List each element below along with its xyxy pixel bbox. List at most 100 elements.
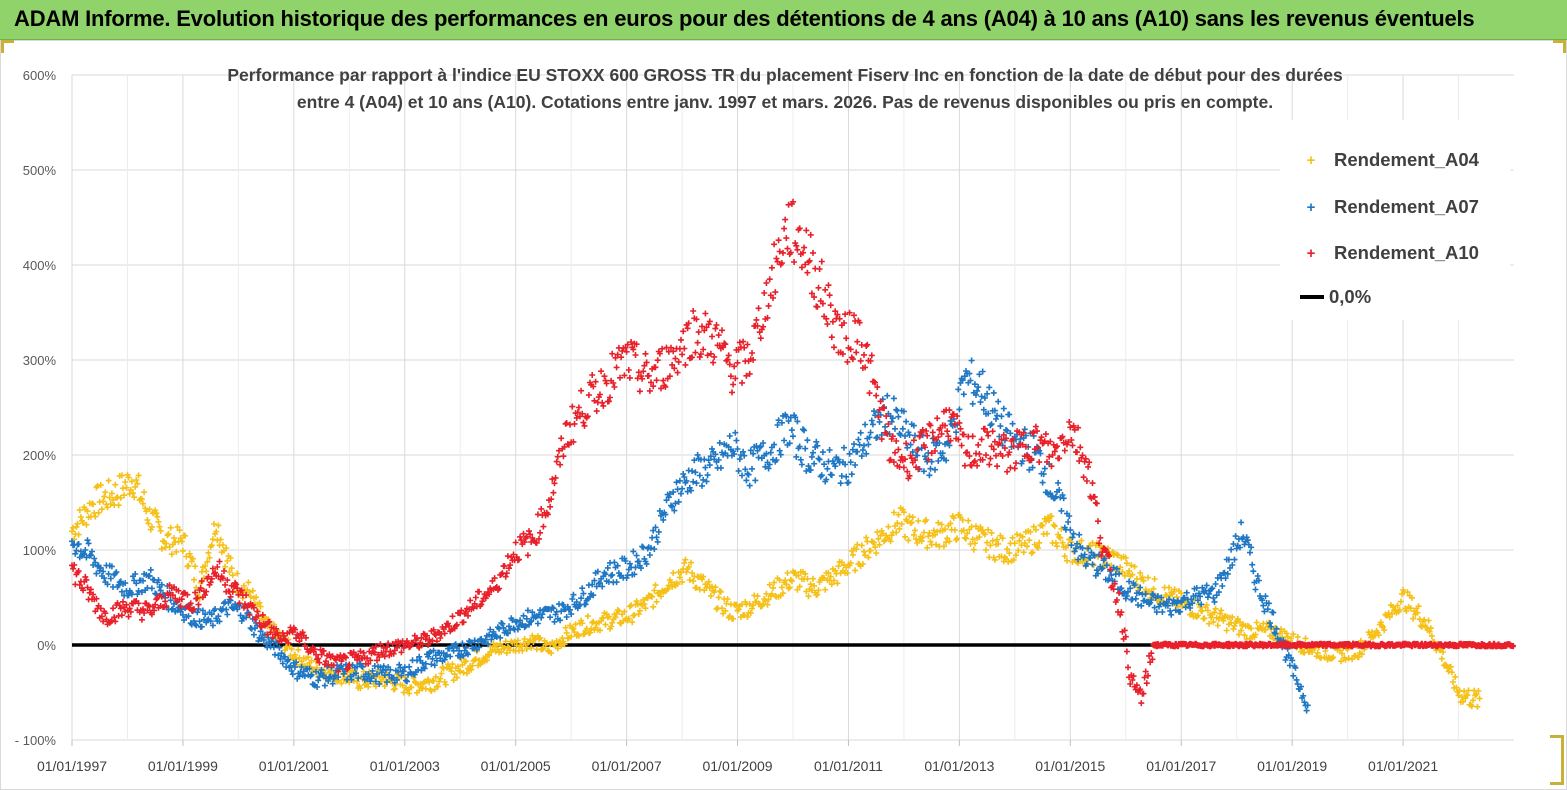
x-tick-label: 01/01/2019 bbox=[1257, 758, 1327, 774]
data-point bbox=[1208, 614, 1215, 621]
data-point bbox=[158, 593, 165, 600]
banner: ADAM Informe. Evolution historique des p… bbox=[0, 0, 1567, 40]
data-point bbox=[916, 433, 923, 440]
data-point bbox=[327, 673, 334, 680]
data-point bbox=[703, 324, 710, 331]
data-point bbox=[92, 513, 99, 520]
data-point bbox=[774, 422, 781, 428]
data-point bbox=[1066, 513, 1073, 519]
data-point bbox=[861, 548, 867, 555]
data-point bbox=[192, 563, 199, 570]
data-point bbox=[829, 318, 836, 325]
data-point bbox=[951, 421, 958, 428]
data-point bbox=[851, 441, 857, 448]
data-point bbox=[463, 670, 470, 677]
data-point bbox=[138, 496, 145, 503]
data-point bbox=[722, 607, 729, 614]
data-point bbox=[1255, 577, 1262, 584]
data-point bbox=[966, 453, 973, 460]
data-point bbox=[825, 282, 832, 289]
data-point bbox=[569, 625, 576, 632]
data-point bbox=[991, 438, 998, 445]
data-point bbox=[184, 591, 191, 598]
data-point bbox=[821, 461, 828, 468]
data-point bbox=[578, 387, 585, 394]
data-point bbox=[818, 258, 825, 265]
data-point bbox=[107, 501, 114, 507]
data-point bbox=[1070, 530, 1077, 537]
data-point bbox=[502, 638, 509, 645]
data-point bbox=[1131, 563, 1138, 570]
data-point bbox=[1071, 548, 1078, 555]
data-point bbox=[602, 377, 609, 384]
data-point bbox=[422, 660, 429, 667]
data-point bbox=[910, 531, 917, 538]
data-point bbox=[670, 489, 677, 496]
data-point bbox=[293, 659, 300, 666]
data-point bbox=[981, 531, 988, 538]
data-point bbox=[963, 535, 969, 542]
data-point bbox=[893, 406, 900, 413]
data-point bbox=[780, 590, 786, 597]
data-point bbox=[762, 463, 769, 470]
data-point bbox=[635, 369, 642, 376]
data-point bbox=[428, 688, 435, 694]
data-point bbox=[993, 452, 999, 459]
data-point bbox=[442, 623, 449, 630]
legend-line-zero bbox=[1300, 295, 1324, 299]
data-point bbox=[1044, 458, 1050, 465]
data-point bbox=[810, 575, 816, 582]
data-point bbox=[604, 564, 611, 571]
data-point bbox=[977, 399, 984, 406]
data-point bbox=[612, 614, 619, 621]
data-point bbox=[648, 545, 654, 551]
data-point bbox=[419, 659, 426, 666]
data-point bbox=[1428, 633, 1435, 640]
data-point bbox=[1290, 672, 1297, 679]
data-point bbox=[250, 604, 257, 611]
data-point bbox=[733, 601, 740, 608]
data-point bbox=[1080, 554, 1087, 561]
data-point bbox=[885, 421, 892, 427]
data-point bbox=[800, 426, 806, 433]
data-point bbox=[254, 608, 261, 615]
data-point bbox=[1044, 530, 1050, 537]
data-point bbox=[691, 457, 698, 464]
data-point bbox=[1086, 459, 1093, 466]
data-point bbox=[1198, 601, 1205, 608]
data-point bbox=[681, 560, 688, 566]
data-point bbox=[1438, 655, 1445, 662]
data-point bbox=[516, 556, 522, 563]
data-point bbox=[907, 441, 914, 448]
data-point bbox=[1172, 607, 1179, 614]
data-point bbox=[1177, 608, 1184, 615]
data-point bbox=[1068, 542, 1075, 549]
data-point bbox=[1051, 448, 1058, 455]
data-point bbox=[570, 438, 577, 445]
data-point bbox=[243, 614, 250, 621]
data-point bbox=[122, 580, 129, 587]
data-point bbox=[610, 380, 617, 386]
data-point bbox=[598, 368, 605, 375]
data-point bbox=[1345, 655, 1352, 662]
data-point bbox=[519, 647, 526, 654]
data-point bbox=[1461, 688, 1468, 695]
data-point bbox=[1179, 603, 1186, 610]
data-point bbox=[884, 430, 891, 437]
data-point bbox=[147, 566, 154, 573]
data-point bbox=[509, 617, 516, 624]
data-point bbox=[683, 477, 690, 484]
data-point bbox=[967, 377, 974, 384]
data-point bbox=[266, 618, 273, 625]
data-point bbox=[611, 559, 618, 566]
data-point bbox=[578, 595, 585, 602]
x-axis-ticks: 01/01/1997 01/01/1999 01/01/2001 01/01/2003… bbox=[37, 740, 1438, 774]
data-point bbox=[550, 605, 557, 612]
data-point bbox=[747, 447, 754, 454]
data-point bbox=[360, 649, 367, 656]
banner-title: ADAM Informe. Evolution historique des p… bbox=[14, 6, 1475, 31]
data-point bbox=[932, 466, 938, 473]
data-point bbox=[217, 536, 224, 543]
data-point bbox=[944, 428, 951, 435]
